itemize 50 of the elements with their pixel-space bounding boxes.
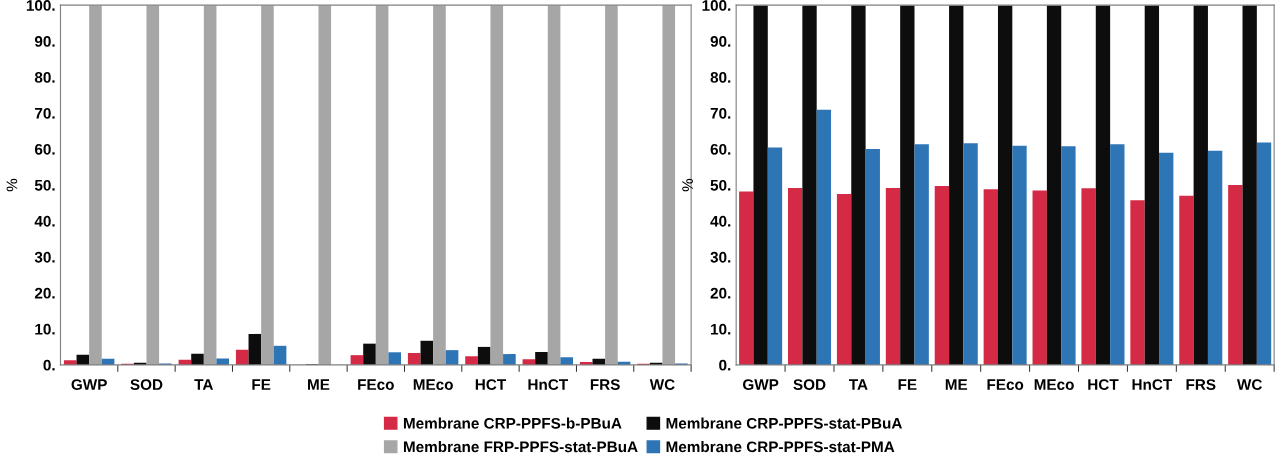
legend-label: Membrane CRP-PPFS-b-PBuA — [403, 417, 622, 429]
x-tick-label: FE — [898, 379, 917, 390]
y-tick-label: 80. — [34, 71, 55, 83]
y-tick-label: 0. — [43, 359, 55, 371]
x-tick-label: GWP — [71, 379, 107, 390]
x-tick-label: GWP — [743, 379, 779, 390]
y-tick-label: 100. — [702, 0, 731, 11]
y-tick-label: 10. — [35, 323, 55, 335]
y-tick-label: 70. — [35, 107, 55, 119]
x-tick-label: WC — [649, 379, 675, 390]
y-tick-label: 90. — [34, 36, 55, 47]
x-tick-label: TA — [848, 379, 868, 390]
x-tick-label: FEco — [358, 379, 394, 390]
legend-label: Membrane FRP-PPFS-stat-PBuA — [403, 441, 638, 453]
legend-label: Membrane CRP-PPFS-stat-PMA — [666, 441, 895, 453]
x-tick-label: SOD — [793, 379, 826, 390]
y-tick-label: 40. — [710, 215, 731, 227]
y-tick-label: 20. — [710, 287, 731, 299]
x-tick-label: HnCT — [528, 379, 568, 390]
x-tick-label: FEco — [987, 379, 1024, 390]
x-tick-label: SOD — [130, 379, 163, 390]
y-tick-label: 30. — [710, 251, 731, 263]
x-tick-label: FE — [252, 379, 271, 390]
y-tick-label: 20. — [34, 287, 55, 299]
y-tick-label: 100. — [26, 0, 55, 11]
y-tick-label: 50. — [710, 179, 731, 191]
x-tick-label: WC — [1236, 379, 1262, 390]
y-tick-label: 10. — [711, 323, 731, 335]
x-tick-label: ME — [945, 379, 968, 390]
x-tick-label: TA — [194, 379, 214, 390]
y-tick-label: 60. — [34, 143, 55, 155]
x-tick-label: MEco — [1034, 379, 1074, 390]
y-axis-title: % — [682, 178, 693, 192]
x-tick-label: MEco — [413, 379, 453, 390]
y-tick-label: 30. — [34, 251, 55, 263]
y-tick-label: 70. — [710, 107, 731, 119]
y-tick-label: 40. — [34, 215, 55, 227]
y-tick-label: 80. — [710, 71, 731, 83]
x-tick-label: FRS — [590, 379, 620, 390]
y-tick-label: 90. — [710, 36, 731, 47]
x-tick-label: ME — [308, 379, 330, 390]
legend-label: Membrane CRP-PPFS-stat-PBuA — [666, 417, 902, 429]
x-tick-label: HCT — [1088, 379, 1119, 390]
x-tick-label: HCT — [475, 379, 506, 390]
x-tick-label: FRS — [1186, 379, 1216, 390]
y-tick-label: 0. — [719, 359, 731, 371]
y-tick-label: 60. — [710, 143, 731, 155]
y-tick-label: 50. — [34, 179, 55, 191]
y-axis-title: % — [6, 178, 18, 192]
x-tick-label: HnCT — [1132, 379, 1173, 390]
